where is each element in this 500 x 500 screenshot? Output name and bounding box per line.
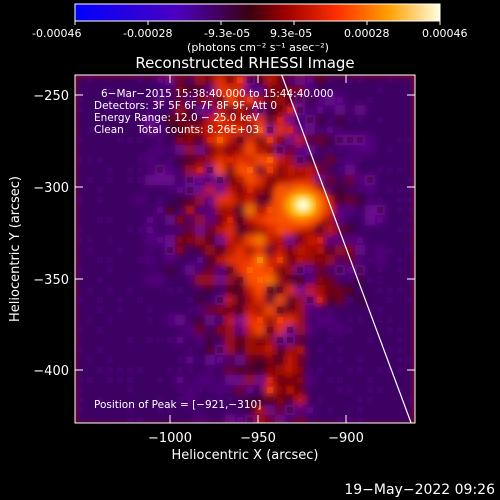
colorbar-tick-label: 0.00046	[422, 27, 468, 40]
y-tick-label: −300	[33, 181, 69, 196]
y-tick-label: −350	[33, 273, 69, 288]
y-axis-ticks	[75, 94, 415, 371]
x-tick-label: −950	[240, 431, 276, 446]
colorbar-tick-label: -0.00028	[123, 27, 172, 40]
y-tick-label: −250	[33, 89, 69, 104]
x-tick-label: −900	[328, 431, 364, 446]
y-tick-label: −400	[33, 364, 69, 379]
annotation-energy-range: Energy Range: 12.0 − 25.0 keV	[94, 112, 260, 124]
solar-limb-line	[281, 75, 412, 423]
plot-title: Reconstructed RHESSI Image	[135, 54, 354, 72]
hot-core	[270, 180, 330, 230]
colorbar-unit-label: (photons cm⁻² s⁻¹ asec⁻²)	[187, 41, 329, 54]
colorbar-tick-label: -9.3e-05	[204, 27, 250, 40]
x-axis-label: Heliocentric X (arcsec)	[172, 448, 319, 463]
footer-timestamp: 19−May−2022 09:26	[344, 482, 495, 498]
y-axis-label: Heliocentric Y (arcsec)	[8, 176, 23, 322]
plot-frame	[74, 74, 416, 424]
annotation-peak-position: Position of Peak = [−921,−310]	[94, 399, 261, 411]
colorbar	[74, 3, 441, 22]
colorbar-tick-label: 9.3e-05	[270, 27, 312, 40]
annotation-detectors: Detectors: 3F 5F 6F 7F 8F 9F, Att 0	[94, 100, 277, 112]
x-tick-label: −1000	[148, 431, 192, 446]
x-axis-ticks	[169, 75, 347, 423]
heatmap-image	[75, 75, 415, 423]
colorbar-ticks	[74, 21, 441, 25]
colorbar-tick-label: 0.00028	[344, 27, 390, 40]
annotation-time-range: 6−Mar−2015 15:38:40.000 to 15:44:40.000	[101, 88, 333, 100]
annotation-counts: Clean Total counts: 8.26E+03	[94, 124, 259, 136]
colorbar-tick-label: -0.00046	[32, 27, 81, 40]
